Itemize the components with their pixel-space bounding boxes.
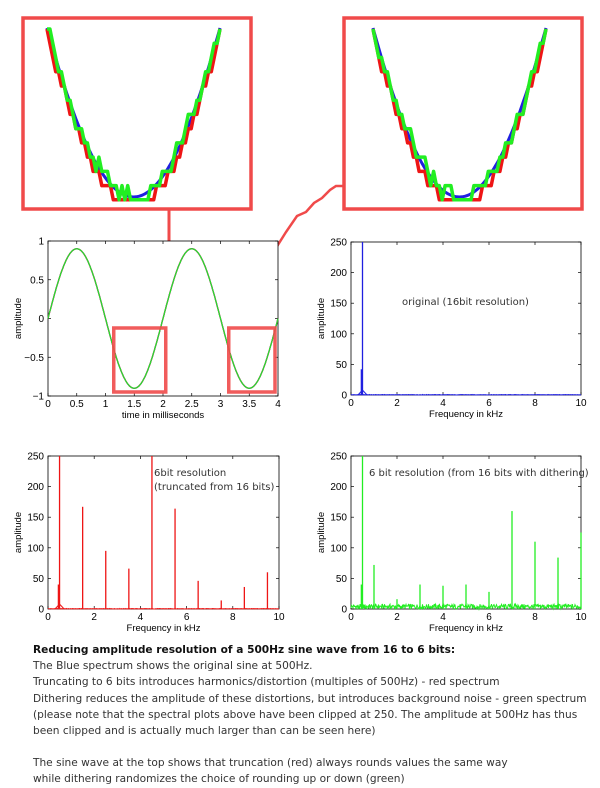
x-tick-label: 0: [45, 612, 51, 623]
zoom-insets: [21, 16, 584, 211]
x-tick-label: 8: [532, 612, 538, 623]
x-tick-label: 2.5: [185, 399, 199, 410]
y-tick-label: 50: [336, 360, 348, 371]
y-tick-label: 250: [330, 452, 347, 463]
y-tick-label: 50: [33, 574, 45, 585]
x-tick-label: 3.5: [242, 399, 256, 410]
x-tick-label: 6: [486, 612, 492, 623]
y-tick-label: 250: [27, 452, 44, 463]
x-tick-label: 2: [394, 398, 400, 409]
y-tick-label: 0: [38, 605, 44, 616]
caption-line: Dithering reduces the amplitude of these…: [33, 692, 587, 705]
x-axis-label: Frequency in kHz: [429, 623, 503, 634]
y-tick-label: 250: [330, 238, 347, 249]
y-axis-label: amplitude: [316, 512, 327, 553]
caption-line: Truncating to 6 bits introduces harmonic…: [33, 676, 500, 689]
caption-line: been clipped and is actually much larger…: [33, 725, 376, 738]
y-axis-label: amplitude: [13, 298, 24, 339]
x-axis-label: time in milliseconds: [122, 410, 205, 421]
y-tick-label: 150: [330, 513, 347, 524]
plot-area: [47, 455, 280, 610]
highlight-box: [112, 326, 168, 394]
annotation: 6bit resolution: [154, 468, 226, 479]
y-tick-label: 1: [38, 237, 44, 248]
x-tick-label: 8: [230, 612, 236, 623]
x-axis-label: Frequency in kHz: [429, 409, 503, 420]
y-tick-label: −0.5: [24, 353, 44, 364]
noise-floor-line: [350, 393, 582, 396]
noise-floor-line: [47, 607, 280, 610]
annotation: original (16bit resolution): [402, 297, 529, 308]
y-tick-label: −1: [33, 392, 45, 403]
y-tick-label: 200: [330, 268, 347, 279]
caption-line: The Blue spectrum shows the original sin…: [33, 660, 313, 673]
sine-series-line: [47, 248, 279, 389]
y-tick-label: 0.5: [30, 275, 44, 286]
x-tick-label: 4: [440, 398, 446, 409]
y-tick-label: 0: [38, 314, 44, 325]
y-axis-label: amplitude: [13, 512, 24, 553]
caption: Reducing amplitude resolution of a 500Hz…: [33, 642, 598, 788]
x-tick-label: 8: [532, 398, 538, 409]
annotation: (truncated from 16 bits): [154, 482, 274, 493]
y-axis-label: amplitude: [316, 298, 327, 339]
caption-line: The sine wave at the top shows that trun…: [33, 757, 508, 770]
y-tick-label: 200: [27, 482, 44, 493]
x-tick-label: 10: [273, 612, 285, 623]
plot-area: [350, 455, 582, 610]
x-tick-label: 3: [218, 399, 224, 410]
x-tick-label: 4: [138, 612, 144, 623]
x-tick-label: 1: [103, 399, 109, 410]
inset-dithered-line: [371, 28, 548, 202]
y-tick-label: 0: [341, 605, 347, 616]
highlight-box: [227, 326, 277, 394]
x-tick-label: 2: [91, 612, 97, 623]
plot-area: [350, 241, 582, 396]
x-tick-label: 4: [440, 612, 446, 623]
sine-chart: 0 0.5 1 1.5 2 2.5 3 3.5 4 −1 −0.5 0 0.5 1 time in mill…: [13, 237, 281, 422]
x-tick-label: 2: [394, 612, 400, 623]
y-tick-label: 150: [27, 513, 44, 524]
y-tick-label: 100: [330, 329, 347, 340]
y-tick-label: 100: [27, 543, 44, 554]
x-axis-label: Frequency in kHz: [127, 623, 201, 634]
inset-dithered-line: [47, 27, 222, 202]
y-tick-label: 150: [330, 299, 347, 310]
spacer: [33, 739, 598, 755]
caption-line: (please note that the spectral plots abo…: [33, 708, 578, 721]
x-tick-label: 0: [348, 612, 354, 623]
x-tick-label: 0.5: [70, 399, 84, 410]
y-tick-label: 0: [341, 391, 347, 402]
x-tick-label: 10: [575, 612, 587, 623]
y-tick-label: 200: [330, 482, 347, 493]
annotation: 6 bit resolution (from 16 bits with dith…: [369, 468, 589, 479]
caption-title: Reducing amplitude resolution of a 500Hz…: [33, 644, 456, 656]
x-tick-label: 0: [348, 398, 354, 409]
x-tick-label: 6: [184, 612, 190, 623]
x-tick-label: 6: [486, 398, 492, 409]
y-tick-label: 100: [330, 543, 347, 554]
x-tick-label: 10: [575, 398, 587, 409]
x-tick-label: 2: [160, 399, 166, 410]
x-tick-label: 1.5: [127, 399, 141, 410]
x-tick-label: 4: [275, 399, 281, 410]
inset-original-line: [45, 27, 222, 199]
x-tick-label: 0: [45, 399, 51, 410]
y-tick-label: 50: [336, 574, 348, 585]
